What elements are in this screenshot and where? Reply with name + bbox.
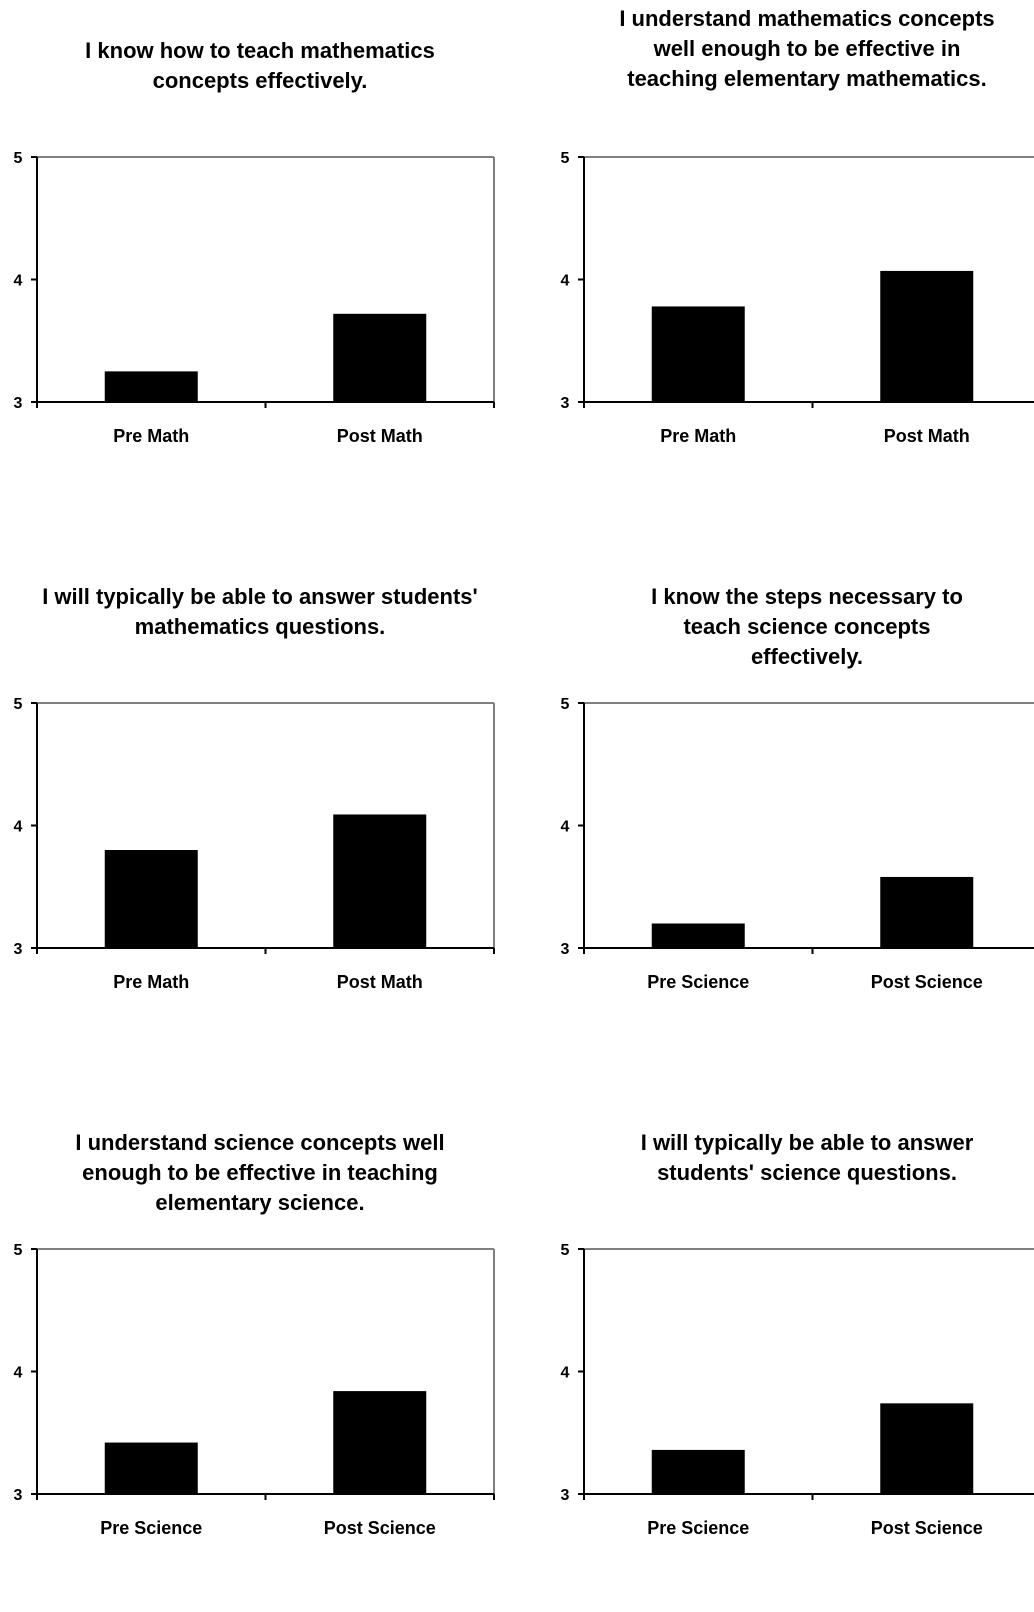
- chart-panel: Pre Science Post Science 3 4 5 I understand …: [10, 1092, 510, 1612]
- chart-plot: Pre Math Post Math 3 4 5: [14, 696, 495, 992]
- y-tick-label: 5: [14, 696, 23, 713]
- bar: [880, 270, 974, 402]
- bar: [880, 1403, 974, 1494]
- y-tick-label: 5: [561, 1242, 570, 1259]
- y-tick-label: 3: [561, 1487, 570, 1504]
- bar: [104, 371, 198, 402]
- chart-panel: Pre Math Post Math 3 4 5 I understand mathem…: [557, 0, 1034, 520]
- bar: [333, 313, 427, 402]
- y-tick-label: 4: [14, 273, 23, 290]
- chart-title: I understand mathematics concepts well e…: [619, 6, 995, 91]
- x-tick-label: Pre Math: [113, 972, 189, 992]
- y-tick-label: 4: [561, 273, 570, 290]
- x-tick-label: Pre Math: [660, 426, 736, 446]
- x-tick-label: Post Science: [871, 972, 983, 992]
- x-tick-label: Post Math: [884, 426, 970, 446]
- y-tick-label: 4: [14, 819, 23, 836]
- y-tick-label: 5: [14, 1242, 23, 1259]
- x-tick-label: Post Science: [871, 1518, 983, 1538]
- chart-plot: Pre Science Post Science 3 4 5: [561, 1242, 1034, 1538]
- chart-panel: Pre Math Post Math 3 4 5 I know how to teach…: [10, 0, 510, 520]
- x-tick-label: Pre Science: [100, 1518, 202, 1538]
- chart-title: I will typically be able to answer stude…: [42, 584, 478, 639]
- chart-panel: Pre Science Post Science 3 4 5 I know the st…: [557, 546, 1034, 1066]
- y-tick-label: 3: [14, 941, 23, 958]
- chart-title: I know the steps necessary to teach scie…: [651, 584, 963, 669]
- y-tick-label: 4: [561, 819, 570, 836]
- chart-plot: Pre Science Post Science 3 4 5: [561, 696, 1034, 992]
- bar: [333, 814, 427, 948]
- chart-title: I will typically be able to answer stude…: [640, 1130, 974, 1185]
- chart-panel: Pre Science Post Science 3 4 5 I will typica…: [557, 1092, 1034, 1612]
- y-tick-label: 3: [14, 1487, 23, 1504]
- bar: [333, 1391, 427, 1494]
- bar: [104, 1442, 198, 1494]
- x-tick-label: Pre Math: [113, 426, 189, 446]
- x-tick-label: Post Math: [337, 972, 423, 992]
- x-tick-label: Post Science: [324, 1518, 436, 1538]
- chart-title: I understand science concepts well enoug…: [75, 1130, 445, 1215]
- y-tick-label: 4: [561, 1365, 570, 1382]
- x-tick-label: Pre Science: [647, 1518, 749, 1538]
- y-tick-label: 3: [561, 395, 570, 412]
- chart-plot: Pre Math Post Math 3 4 5: [561, 150, 1034, 446]
- x-tick-label: Post Math: [337, 426, 423, 446]
- x-tick-label: Pre Science: [647, 972, 749, 992]
- y-tick-label: 3: [561, 941, 570, 958]
- chart-title: I know how to teach mathematics concepts…: [85, 38, 435, 93]
- bar: [651, 1449, 745, 1494]
- y-tick-label: 3: [14, 395, 23, 412]
- y-tick-label: 4: [14, 1365, 23, 1382]
- bar: [651, 923, 745, 948]
- chart-plot: Pre Science Post Science 3 4 5: [14, 1242, 495, 1538]
- bar: [104, 850, 198, 948]
- bar: [880, 876, 974, 948]
- y-tick-label: 5: [14, 150, 23, 167]
- y-tick-label: 5: [561, 150, 570, 167]
- chart-panel: Pre Math Post Math 3 4 5 I will typically be…: [10, 546, 510, 1066]
- chart-plot: Pre Math Post Math 3 4 5: [14, 150, 495, 446]
- bar: [651, 306, 745, 402]
- y-tick-label: 5: [561, 696, 570, 713]
